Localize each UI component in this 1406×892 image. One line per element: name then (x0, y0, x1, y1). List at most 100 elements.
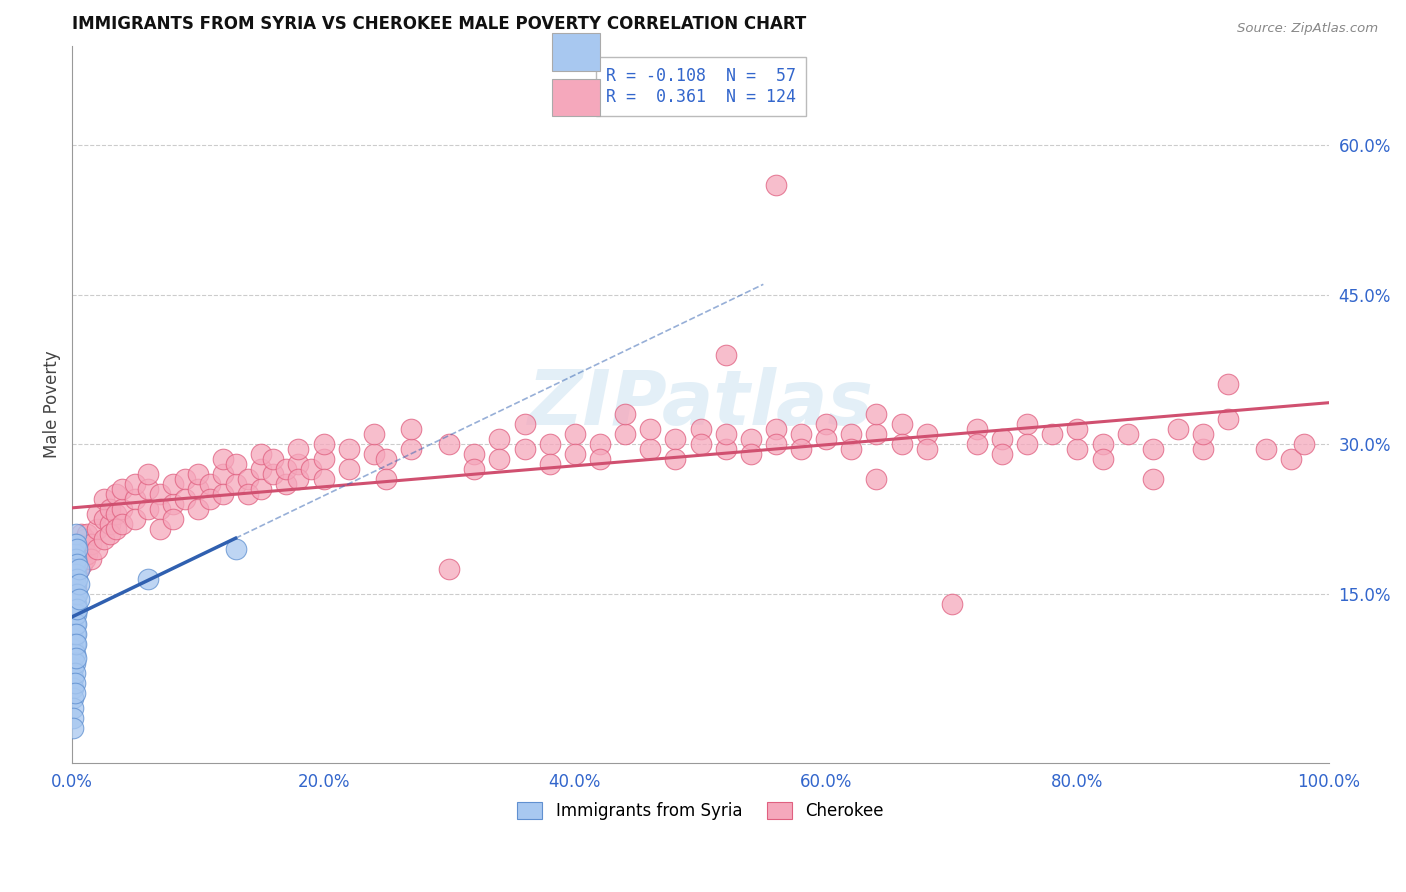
Point (815, 432, 838, 446)
Point (149, 522, 172, 536)
Point (1091, 437, 1114, 451)
Point (714, 442, 737, 457)
Point (638, 442, 661, 457)
Point (790, 427, 813, 442)
Point (66, 541, 89, 556)
Point (65, 597, 87, 611)
Point (865, 472, 887, 486)
Point (62, 661, 84, 675)
Point (63, 607, 86, 621)
Point (76, 527, 98, 541)
Point (1167, 422, 1189, 436)
Point (740, 447, 762, 461)
Point (187, 482, 209, 496)
Point (63, 657, 86, 671)
Point (136, 502, 159, 516)
Point (614, 427, 637, 442)
Point (765, 437, 787, 451)
Point (62, 601, 84, 615)
Point (149, 502, 172, 516)
Point (839, 427, 862, 442)
Point (312, 472, 335, 486)
Point (86, 541, 108, 556)
Point (62, 552, 84, 566)
Point (1017, 437, 1039, 451)
Point (62, 562, 84, 576)
Y-axis label: Male Poverty: Male Poverty (44, 351, 60, 458)
Point (62, 651, 84, 665)
Point (991, 447, 1014, 461)
Point (437, 562, 460, 576)
Point (62, 721, 84, 735)
Point (98, 516, 121, 531)
Point (65, 587, 87, 601)
Point (839, 442, 862, 457)
Point (488, 432, 510, 446)
Point (375, 472, 398, 486)
Point (124, 477, 146, 491)
Point (65, 562, 87, 576)
Point (463, 447, 485, 461)
Point (915, 427, 938, 442)
Point (865, 427, 887, 442)
Point (249, 462, 271, 476)
Point (765, 178, 787, 193)
Point (765, 422, 787, 436)
Point (890, 417, 912, 432)
Point (70, 527, 93, 541)
Point (73, 552, 96, 566)
Point (62, 641, 84, 656)
Point (63, 686, 86, 700)
Point (93, 491, 115, 506)
Point (72, 537, 94, 551)
Point (162, 497, 184, 511)
Point (62, 701, 84, 715)
Point (589, 437, 612, 451)
Point (67, 562, 90, 576)
Point (689, 422, 711, 436)
Point (62, 612, 84, 626)
Point (62, 591, 84, 606)
Point (638, 422, 661, 436)
Point (65, 616, 87, 631)
Point (564, 447, 586, 461)
Point (790, 442, 813, 457)
Point (70, 547, 93, 561)
Point (124, 512, 146, 526)
Point (65, 582, 87, 596)
Point (564, 427, 586, 442)
Point (664, 432, 686, 446)
Point (589, 452, 612, 467)
Point (312, 452, 335, 467)
Point (62, 681, 84, 696)
Point (815, 417, 838, 432)
Point (249, 447, 271, 461)
Point (287, 457, 309, 471)
Point (65, 651, 87, 665)
Point (149, 487, 172, 501)
Point (312, 437, 335, 451)
Point (63, 557, 86, 571)
Point (212, 452, 235, 467)
Point (136, 467, 159, 482)
Point (1066, 422, 1088, 436)
Point (62, 622, 84, 636)
Point (236, 472, 259, 486)
Point (463, 462, 485, 476)
Point (225, 541, 247, 556)
Point (62, 582, 84, 596)
Point (262, 452, 284, 467)
Point (363, 427, 385, 442)
Point (124, 491, 146, 506)
Point (65, 626, 87, 640)
Point (664, 452, 686, 467)
Point (63, 636, 86, 650)
Point (966, 422, 988, 436)
Point (62, 541, 84, 556)
Point (105, 522, 128, 536)
Point (65, 636, 87, 650)
Point (714, 348, 737, 362)
Point (187, 502, 209, 516)
Point (162, 477, 184, 491)
Point (865, 408, 887, 422)
